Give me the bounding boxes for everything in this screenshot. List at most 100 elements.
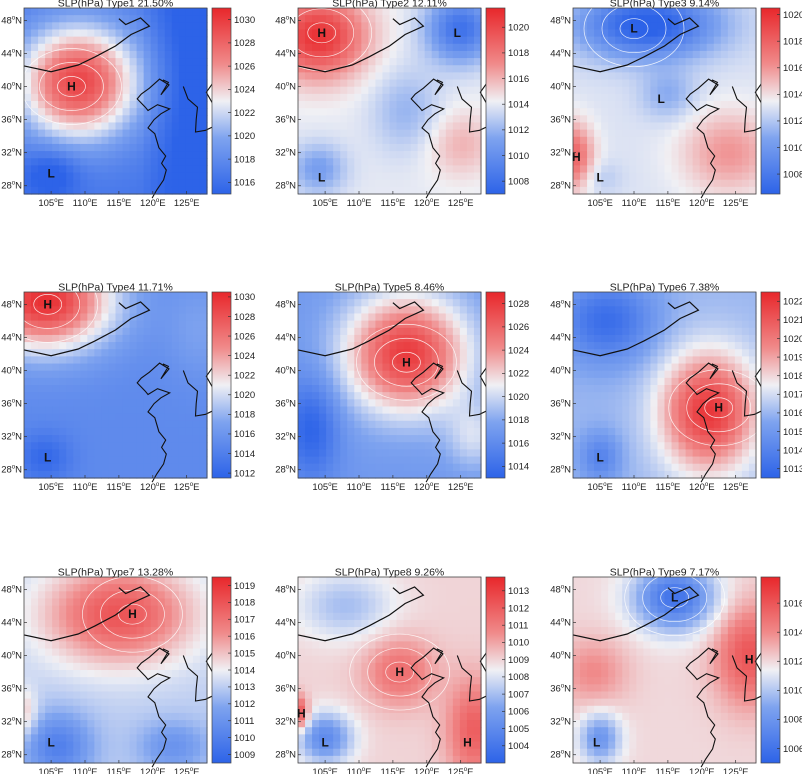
coastline [410, 647, 446, 768]
panel-title: SLP(hPa) Type2 12.11% [332, 0, 447, 10]
colorbar-tick-label: 1015 [234, 648, 255, 659]
y-tick-label: 44oN [1, 617, 22, 628]
colorbar-tick-label: 1026 [234, 331, 255, 342]
x-tick-label: 110oE [622, 482, 647, 493]
y-tick-label: 40oN [275, 366, 296, 377]
slp-field [573, 577, 757, 764]
x-tick-label: 125oE [448, 767, 474, 774]
colorbar-tick-label: 1024 [234, 351, 255, 362]
x-tick-label: 105oE [38, 482, 64, 493]
coastline [685, 362, 721, 483]
y-tick-label: 36oN [275, 115, 296, 126]
national-border [23, 586, 151, 642]
y-tick-label: 44oN [1, 332, 22, 343]
pressure-center-label: H [67, 80, 76, 94]
colorbar-tick-label: 1019 [234, 581, 255, 592]
colorbar-tick-label: 1013 [783, 464, 802, 475]
coastline-korea [456, 79, 492, 133]
coastline [136, 647, 172, 768]
y-tick-label: 44oN [275, 48, 296, 59]
colorbar-tick-label: 1008 [508, 672, 529, 683]
x-tick-label: 115oE [380, 198, 405, 209]
map-frame [297, 576, 482, 764]
map-frame [23, 291, 208, 479]
colorbar-tick-label: 1012 [234, 699, 255, 710]
x-tick-label: 110oE [347, 767, 372, 774]
colorbar-tick-label: 1020 [783, 10, 802, 21]
x-tick-label: 120oE [140, 767, 166, 774]
colorbar-tick-label: 1022 [783, 297, 802, 308]
x-tick-label: 125oE [723, 482, 749, 493]
colorbar-tick-label: 1018 [508, 415, 529, 426]
coastline-korea [456, 363, 492, 417]
colorbar-tick-label: 1020 [783, 334, 802, 345]
y-tick-label: 28oN [550, 181, 571, 192]
x-tick-label: 115oE [655, 482, 680, 493]
pressure-center-label: H [463, 735, 472, 749]
colorbar [760, 291, 781, 479]
isobar-line [21, 48, 122, 125]
slp-field [24, 8, 208, 195]
y-tick-label: 28oN [550, 465, 571, 476]
colorbar [211, 291, 232, 479]
colorbar-tick-label: 1021 [783, 315, 802, 326]
colorbar-tick-label: 1016 [234, 178, 255, 189]
colorbar-tick-label: 1016 [783, 598, 802, 609]
isobar-line [82, 575, 183, 653]
x-tick-label: 120oE [140, 482, 166, 493]
x-tick-label: 125oE [174, 482, 200, 493]
x-tick-label: 115oE [655, 198, 680, 209]
pressure-center-label: L [47, 166, 54, 180]
colorbar-tick-label: 1009 [508, 655, 529, 666]
colorbar-tick-label: 1016 [508, 74, 529, 85]
x-tick-label: 105oE [587, 767, 613, 774]
x-tick-label: 125oE [723, 198, 749, 209]
x-tick-label: 125oE [448, 198, 474, 209]
colorbar-tick-label: 1014 [234, 665, 255, 676]
x-tick-label: 125oE [174, 198, 200, 209]
isobar-line [57, 76, 86, 97]
colorbar-tick-label: 1006 [508, 707, 529, 718]
colorbar-tick-label: 1018 [234, 410, 255, 421]
y-tick-label: 40oN [1, 651, 22, 662]
colorbar-tick-label: 1009 [234, 750, 255, 761]
coastline-korea [731, 79, 767, 133]
pressure-center-label: L [318, 170, 325, 184]
x-tick-label: 105oE [587, 482, 613, 493]
x-tick-label: 110oE [73, 482, 98, 493]
x-tick-label: 110oE [622, 767, 647, 774]
colorbar-tick-label: 1012 [783, 116, 802, 127]
slp-field [24, 292, 208, 479]
colorbar [485, 291, 506, 479]
map-frame [23, 576, 208, 764]
pressure-center-label: L [596, 170, 603, 184]
x-tick-label: 115oE [106, 482, 131, 493]
colorbar-tick-label: 1018 [783, 37, 802, 48]
colorbar-tick-label: 1028 [234, 312, 255, 323]
y-tick-label: 44oN [550, 617, 571, 628]
isobar-line [15, 280, 81, 329]
x-tick-label: 110oE [622, 198, 647, 209]
national-border [297, 301, 425, 357]
isobar-line [686, 383, 752, 433]
pressure-center-label: L [44, 450, 51, 464]
y-tick-label: 44oN [1, 48, 22, 59]
colorbar [211, 7, 232, 195]
x-tick-label: 105oE [312, 767, 338, 774]
map-panel-1: SLP(hPa) Type1 21.50% 105oE 110oE 115oE 120o… [1, 0, 255, 209]
coastline-korea [731, 648, 767, 702]
x-tick-label: 115oE [106, 198, 131, 209]
x-tick-label: 120oE [414, 198, 440, 209]
y-tick-label: 44oN [550, 48, 571, 59]
colorbar-tick-label: 1030 [234, 292, 255, 303]
isobar-line [0, 266, 99, 343]
y-tick-label: 44oN [550, 332, 571, 343]
y-tick-label: 36oN [1, 115, 22, 126]
colorbar-tick-label: 1016 [783, 63, 802, 74]
colorbar [760, 576, 781, 764]
y-tick-label: 40oN [550, 366, 571, 377]
colorbar-tick-label: 1010 [234, 733, 255, 744]
pressure-center-label: H [402, 355, 411, 369]
pressure-center-label: L [657, 92, 664, 106]
colorbar-tick-label: 1010 [783, 143, 802, 154]
